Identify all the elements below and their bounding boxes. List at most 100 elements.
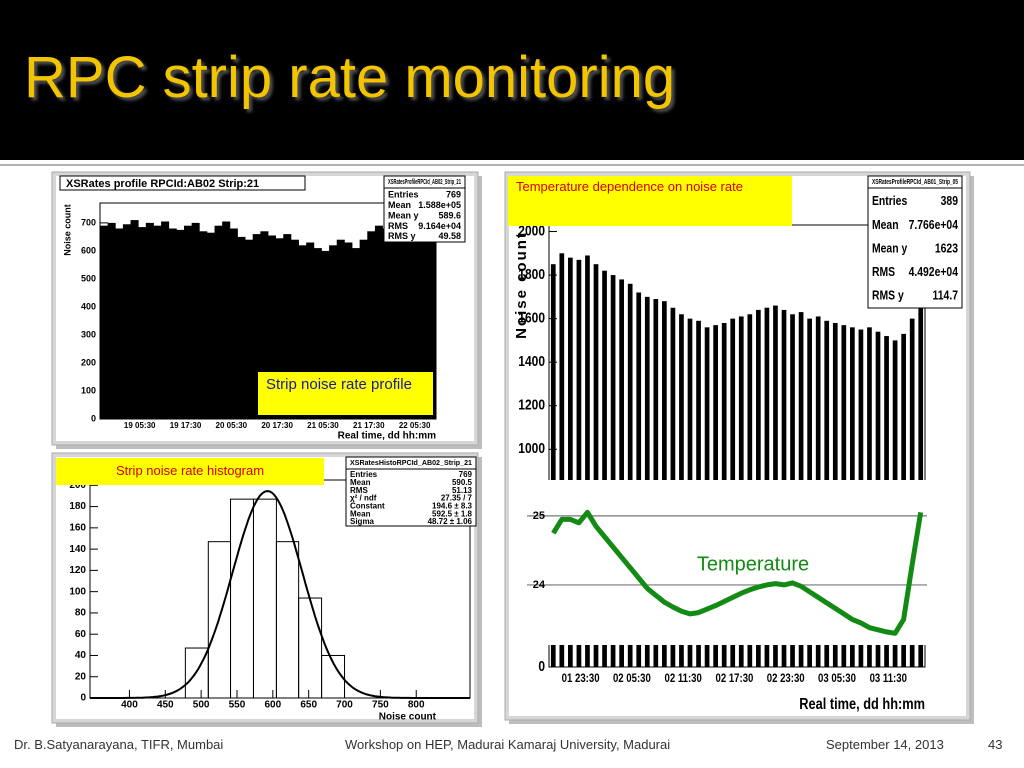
y-tick-label: 200 — [81, 357, 96, 367]
bar — [576, 259, 582, 667]
y-tick-label: 140 — [69, 544, 86, 555]
x-axis-label: Real time, dd hh:mm — [799, 696, 925, 714]
stats-value: 589.6 — [438, 210, 461, 220]
y-tick-label: 1400 — [518, 353, 545, 370]
bar — [619, 279, 624, 667]
stats-name: χ² / ndf — [350, 494, 377, 503]
footer-event: Workshop on HEP, Madurai Kamaraj Univers… — [345, 737, 671, 752]
y-tick-label: 1600 — [518, 309, 545, 326]
y-axis-label: Noise count — [62, 204, 72, 256]
y-tick-label: 20 — [75, 671, 87, 682]
bar — [100, 225, 109, 419]
x-tick-label: 22 05:30 — [399, 421, 431, 430]
bar — [428, 236, 437, 419]
y-tick-label: 0 — [80, 693, 86, 704]
stats-name: Mean — [350, 478, 371, 487]
series-label: Temperature — [697, 553, 809, 575]
stats-value: 769 — [459, 470, 473, 479]
stats-name: Sigma — [350, 517, 375, 526]
y-tick-label: 200 — [69, 480, 86, 491]
stats-name: Mean — [388, 200, 411, 210]
y-tick-label: 60 — [75, 629, 87, 640]
y-tick-label: 400 — [81, 301, 96, 311]
stats-name: Entries — [872, 194, 908, 208]
x-tick-label: 800 — [408, 700, 425, 711]
bar — [344, 242, 353, 419]
y-tick-label: 1800 — [518, 266, 545, 283]
stats-value: 590.5 — [452, 478, 473, 487]
footer-page: 43 — [988, 737, 1003, 752]
stats-value: 51.13 — [452, 486, 473, 495]
stats-value: 27.35 / 7 — [441, 494, 473, 503]
bar — [229, 228, 238, 419]
stats-name: RMS — [350, 486, 368, 495]
stats-name: RMS — [388, 221, 408, 231]
bar — [306, 242, 315, 419]
bar — [550, 264, 556, 667]
bar — [122, 224, 131, 419]
x-tick-label: 02 11:30 — [664, 672, 701, 685]
bar — [260, 231, 269, 419]
divider — [0, 164, 1024, 166]
bar — [252, 234, 261, 419]
x-tick-label: 650 — [300, 700, 317, 711]
fit-curve — [90, 490, 470, 699]
bar — [214, 225, 223, 419]
stats-value: 4.492e+04 — [909, 265, 959, 279]
stats-title: XSRatesHistoRPCId_AB02_Strip_21 — [350, 460, 472, 467]
bar — [191, 222, 200, 419]
bar — [352, 248, 361, 419]
bar — [382, 228, 391, 419]
x-tick-label: 03 05:30 — [818, 672, 856, 685]
y-tick-label: 100 — [69, 586, 86, 597]
stats-value: 49.58 — [438, 231, 461, 241]
footer-author: Dr. B.Satyanarayana, TIFR, Mumbai — [14, 737, 224, 752]
stats-name: RMS — [872, 265, 895, 279]
y-tick-label: 2000 — [518, 222, 545, 239]
bar — [593, 264, 599, 667]
bar — [268, 235, 277, 419]
y-axis-label: Noise count — [513, 231, 530, 339]
bar — [298, 245, 307, 419]
bar — [336, 239, 345, 419]
bar — [176, 229, 185, 419]
bar — [359, 239, 368, 419]
bar — [367, 231, 376, 419]
x-tick-label: 01 23:30 — [562, 672, 600, 685]
y-tick-label: 1000 — [518, 440, 545, 457]
annotation: Temperature dependence on noise rate — [508, 176, 792, 226]
y-tick-label: 160 — [69, 522, 86, 533]
bar — [199, 231, 208, 419]
bar — [568, 257, 573, 667]
bar — [397, 231, 406, 419]
bar — [559, 253, 565, 667]
bar — [145, 222, 154, 419]
stats-value: 7.766e+04 — [909, 218, 959, 232]
stats-value: 114.7 — [933, 289, 959, 303]
annotation: Strip noise rate profile — [258, 372, 433, 415]
slide-title: RPC strip rate monitoring — [24, 45, 676, 110]
title-band — [0, 0, 1024, 160]
stats-name: Mean y — [872, 241, 908, 255]
bar — [222, 221, 231, 419]
x-tick-label: 600 — [264, 700, 281, 711]
stats-value: 769 — [446, 190, 461, 200]
stats-value: 9.164e+04 — [418, 221, 461, 231]
bar — [206, 232, 215, 419]
bar — [374, 225, 383, 419]
stats-value: 48.72 ± 1.06 — [428, 517, 473, 526]
stats-name: Mean — [350, 509, 371, 518]
x-tick-label: 750 — [372, 700, 389, 711]
stats-title: XSRatesProfileRPCId_AB01_Strip_05 — [872, 179, 958, 186]
x-axis-label: Real time, dd hh:mm — [338, 431, 436, 442]
x-tick-label: 02 05:30 — [613, 672, 651, 685]
bar — [290, 239, 299, 419]
plot-title-box — [59, 175, 306, 191]
x-tick-label: 500 — [193, 700, 210, 711]
stats-box — [867, 175, 963, 309]
y-tick-label: 120 — [69, 565, 86, 576]
bar — [115, 228, 124, 419]
x-tick-label: 21 05:30 — [307, 421, 339, 430]
